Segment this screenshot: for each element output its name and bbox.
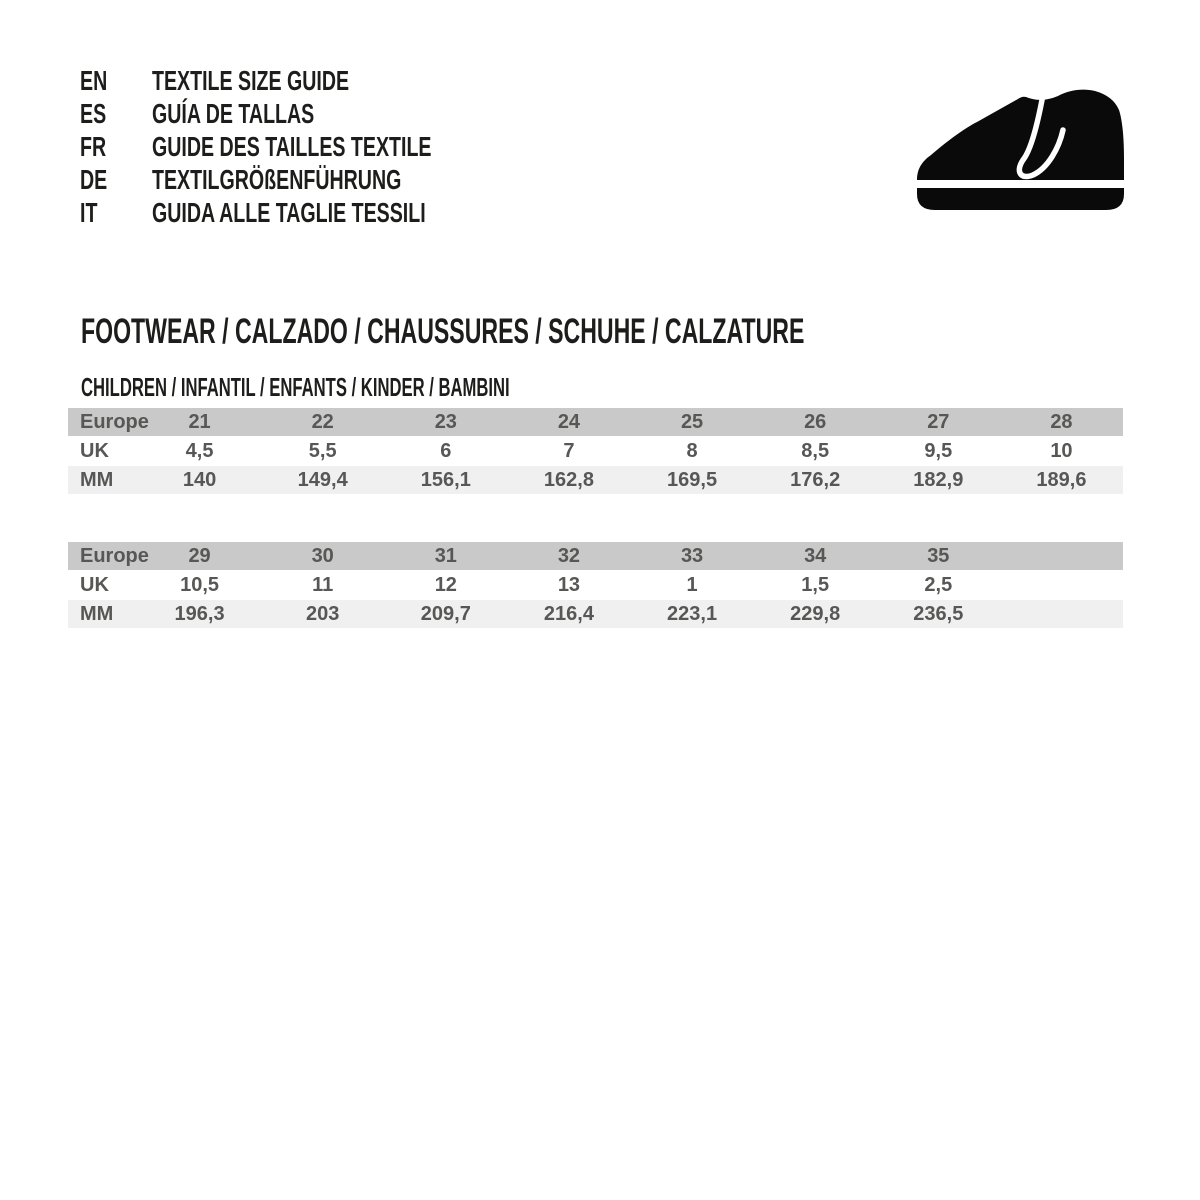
size-cell: 12 bbox=[434, 573, 457, 596]
language-row-it: IT GUIDA ALLE TAGLIE TESSILI bbox=[80, 196, 551, 229]
size-cell: 5,5 bbox=[308, 439, 337, 462]
size-cell: 1 bbox=[686, 573, 698, 596]
size-table-21-28: Europe 21 22 23 24 25 26 27 28 UK 4,5 5,… bbox=[68, 408, 1123, 495]
size-cell: 22 bbox=[311, 410, 334, 433]
size-cell: 216,4 bbox=[543, 602, 594, 625]
children-shoe-icon bbox=[915, 88, 1127, 210]
size-cell: 7 bbox=[563, 439, 575, 462]
language-title: GUIDE DES TAILLES TEXTILE bbox=[152, 130, 432, 162]
language-code: ES bbox=[80, 97, 107, 129]
size-cell: 25 bbox=[680, 410, 704, 433]
size-cell: 8,5 bbox=[801, 439, 830, 462]
size-cell: 223,1 bbox=[667, 602, 718, 625]
language-row-en: EN TEXTILE SIZE GUIDE bbox=[80, 64, 551, 97]
row-label: UK bbox=[80, 439, 109, 462]
size-cell: 189,6 bbox=[1036, 468, 1087, 491]
row-label: Europe bbox=[80, 410, 149, 433]
subsection-title-children: CHILDREN / INFANTIL / ENFANTS / KINDER /… bbox=[81, 372, 510, 402]
size-cell: 31 bbox=[434, 544, 457, 567]
language-code: DE bbox=[80, 163, 108, 195]
size-cell: 34 bbox=[804, 544, 827, 567]
size-cell: 182,9 bbox=[913, 468, 964, 491]
size-cell: 196,3 bbox=[174, 602, 225, 625]
size-table-29-35: Europe 29 30 31 32 33 34 35 UK 10,5 11 1… bbox=[68, 542, 1123, 629]
row-label: MM bbox=[80, 468, 114, 491]
language-code: IT bbox=[80, 196, 98, 228]
language-row-de: DE TEXTILGRÖßENFÜHRUNG bbox=[80, 163, 551, 196]
size-cell: 24 bbox=[557, 410, 581, 433]
size-cell: 4,5 bbox=[185, 439, 214, 462]
language-code: FR bbox=[80, 130, 107, 162]
table-row-uk: UK 10,5 11 12 13 1 1,5 2,5 bbox=[68, 571, 1123, 600]
language-title: GUÍA DE TALLAS bbox=[152, 97, 315, 129]
size-cell: 10,5 bbox=[180, 573, 220, 596]
section-title-footwear: FOOTWEAR / CALZADO / CHAUSSURES / SCHUHE… bbox=[81, 312, 805, 351]
size-cell: 28 bbox=[1050, 410, 1073, 433]
size-cell: 27 bbox=[927, 410, 950, 433]
size-cell: 26 bbox=[804, 410, 827, 433]
size-cell: 8 bbox=[686, 439, 698, 462]
size-cell: 35 bbox=[927, 544, 950, 567]
table-row-mm: MM 196,3 203 209,7 216,4 223,1 229,8 236… bbox=[68, 600, 1123, 629]
size-cell: 162,8 bbox=[543, 468, 594, 491]
size-cell: 13 bbox=[557, 573, 581, 596]
language-row-es: ES GUÍA DE TALLAS bbox=[80, 97, 551, 130]
size-cell: 149,4 bbox=[297, 468, 348, 491]
size-cell: 33 bbox=[680, 544, 704, 567]
size-cell: 9,5 bbox=[924, 439, 953, 462]
language-list: EN TEXTILE SIZE GUIDE ES GUÍA DE TALLAS … bbox=[80, 64, 551, 229]
size-cell: 209,7 bbox=[420, 602, 471, 625]
size-cell: 23 bbox=[434, 410, 457, 433]
row-label: UK bbox=[80, 573, 109, 596]
size-cell: 1,5 bbox=[801, 573, 830, 596]
size-cell: 203 bbox=[306, 602, 340, 625]
language-title: GUIDA ALLE TAGLIE TESSILI bbox=[152, 196, 426, 228]
language-title: TEXTILE SIZE GUIDE bbox=[152, 64, 350, 96]
size-cell: 32 bbox=[557, 544, 581, 567]
size-cell: 169,5 bbox=[667, 468, 718, 491]
row-label: MM bbox=[80, 602, 114, 625]
size-cell: 6 bbox=[440, 439, 452, 462]
size-cell: 10 bbox=[1050, 439, 1073, 462]
language-code: EN bbox=[80, 64, 108, 96]
size-cell: 236,5 bbox=[913, 602, 964, 625]
size-cell: 21 bbox=[188, 410, 211, 433]
table-row-mm: MM 140 149,4 156,1 162,8 169,5 176,2 182… bbox=[68, 466, 1123, 495]
size-cell: 140 bbox=[182, 468, 217, 491]
language-title: TEXTILGRÖßENFÜHRUNG bbox=[152, 163, 402, 195]
size-cell: 30 bbox=[311, 544, 334, 567]
size-cell: 156,1 bbox=[420, 468, 471, 491]
size-cell: 11 bbox=[312, 573, 334, 596]
row-label: Europe bbox=[80, 544, 149, 567]
size-cell: 176,2 bbox=[790, 468, 841, 491]
table-row-europe: Europe 29 30 31 32 33 34 35 bbox=[68, 542, 1123, 571]
size-cell: 229,8 bbox=[790, 602, 841, 625]
language-row-fr: FR GUIDE DES TAILLES TEXTILE bbox=[80, 130, 551, 163]
table-row-europe: Europe 21 22 23 24 25 26 27 28 bbox=[68, 408, 1123, 437]
size-cell: 29 bbox=[188, 544, 211, 567]
size-cell: 2,5 bbox=[924, 573, 953, 596]
table-row-uk: UK 4,5 5,5 6 7 8 8,5 9,5 10 bbox=[68, 437, 1123, 466]
